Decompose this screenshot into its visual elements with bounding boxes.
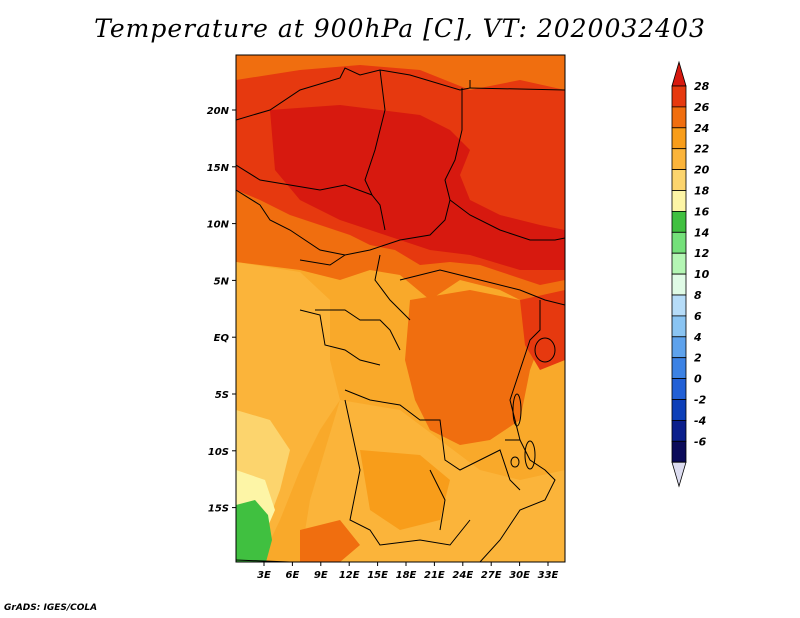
lon-label: 18E bbox=[396, 570, 417, 581]
colorbar-label: 12 bbox=[694, 247, 710, 260]
colorbar-label: 4 bbox=[693, 331, 702, 344]
colorbar-segment bbox=[671, 127, 687, 150]
colorbar-segment bbox=[671, 273, 687, 296]
colorbar-segment bbox=[671, 252, 687, 275]
colorbar-segment bbox=[671, 399, 687, 421]
colorbar-segment bbox=[671, 231, 687, 254]
lon-label: 30E bbox=[509, 570, 530, 581]
colorbar-segment bbox=[671, 357, 687, 380]
lat-label: EQ bbox=[214, 333, 230, 344]
colorbar-segment bbox=[671, 85, 687, 108]
lat-label: 5N bbox=[214, 276, 230, 287]
colorbar-label: 20 bbox=[694, 164, 710, 177]
lon-label: 33E bbox=[538, 570, 559, 581]
colorbar-label: 16 bbox=[694, 205, 710, 218]
colorbar-segment bbox=[671, 210, 687, 233]
colorbar-label: 22 bbox=[694, 143, 710, 156]
lat-label: 15N bbox=[207, 163, 230, 174]
colorbar-label: 24 bbox=[694, 122, 709, 135]
colorbar-label: -2 bbox=[694, 394, 707, 407]
country-borders bbox=[236, 67, 565, 562]
lon-label: 21E bbox=[424, 570, 445, 581]
lon-label: 6E bbox=[286, 570, 300, 581]
colorbar-segment bbox=[671, 190, 687, 212]
colorbar-bottom-arrow bbox=[671, 461, 687, 488]
lon-label: 27E bbox=[481, 570, 502, 581]
colorbar-segment bbox=[671, 419, 687, 442]
chart-title: Temperature at 900hPa [C], VT: 202003240… bbox=[94, 14, 706, 43]
colorbar-label: 8 bbox=[694, 289, 702, 302]
colorbar-label: 14 bbox=[694, 226, 709, 239]
colorbar-segment bbox=[671, 440, 687, 463]
colorbar-segment bbox=[671, 378, 687, 400]
colorbar-segment bbox=[671, 148, 687, 170]
lon-label: 15E bbox=[367, 570, 388, 581]
lat-label: 20N bbox=[207, 106, 230, 117]
lakes bbox=[510, 337, 556, 470]
lat-label: 15S bbox=[208, 504, 229, 515]
lat-label: 10N bbox=[207, 220, 230, 231]
footer-credit: GrADS: IGES/COLA bbox=[4, 603, 98, 613]
lat-label: 5S bbox=[215, 390, 229, 401]
lon-label: 3E bbox=[257, 570, 271, 581]
map-frame bbox=[235, 54, 566, 563]
colorbar-label: -6 bbox=[694, 435, 707, 448]
colorbar-label: 6 bbox=[694, 310, 702, 323]
colorbar-top-arrow bbox=[671, 60, 687, 87]
colorbar-label: 0 bbox=[694, 373, 702, 386]
colorbar-segment bbox=[671, 336, 687, 359]
temperature-field bbox=[236, 55, 565, 562]
colorbar-label: 18 bbox=[694, 185, 710, 198]
colorbar-segment bbox=[671, 315, 687, 338]
lon-label: 9E bbox=[314, 570, 328, 581]
latitude-axis: 20N 15N 10N 5N EQ 5S 10S 15S bbox=[207, 106, 236, 515]
longitude-axis: 3E 6E 9E 12E 15E 18E 21E 24E 27E 30E 33E bbox=[257, 562, 559, 581]
lon-label: 24E bbox=[452, 570, 473, 581]
colorbar-label: 28 bbox=[694, 80, 710, 93]
colorbar-segment bbox=[671, 106, 687, 129]
colorbar-label: -4 bbox=[694, 414, 706, 427]
colorbar-label: 26 bbox=[694, 101, 710, 114]
colorbar-segment bbox=[671, 294, 687, 317]
colorbar-label: 10 bbox=[694, 268, 710, 281]
colorbar-label: 2 bbox=[694, 352, 702, 365]
lat-label: 10S bbox=[208, 447, 229, 458]
lon-label: 12E bbox=[339, 570, 360, 581]
colorbar-segment bbox=[671, 169, 687, 191]
